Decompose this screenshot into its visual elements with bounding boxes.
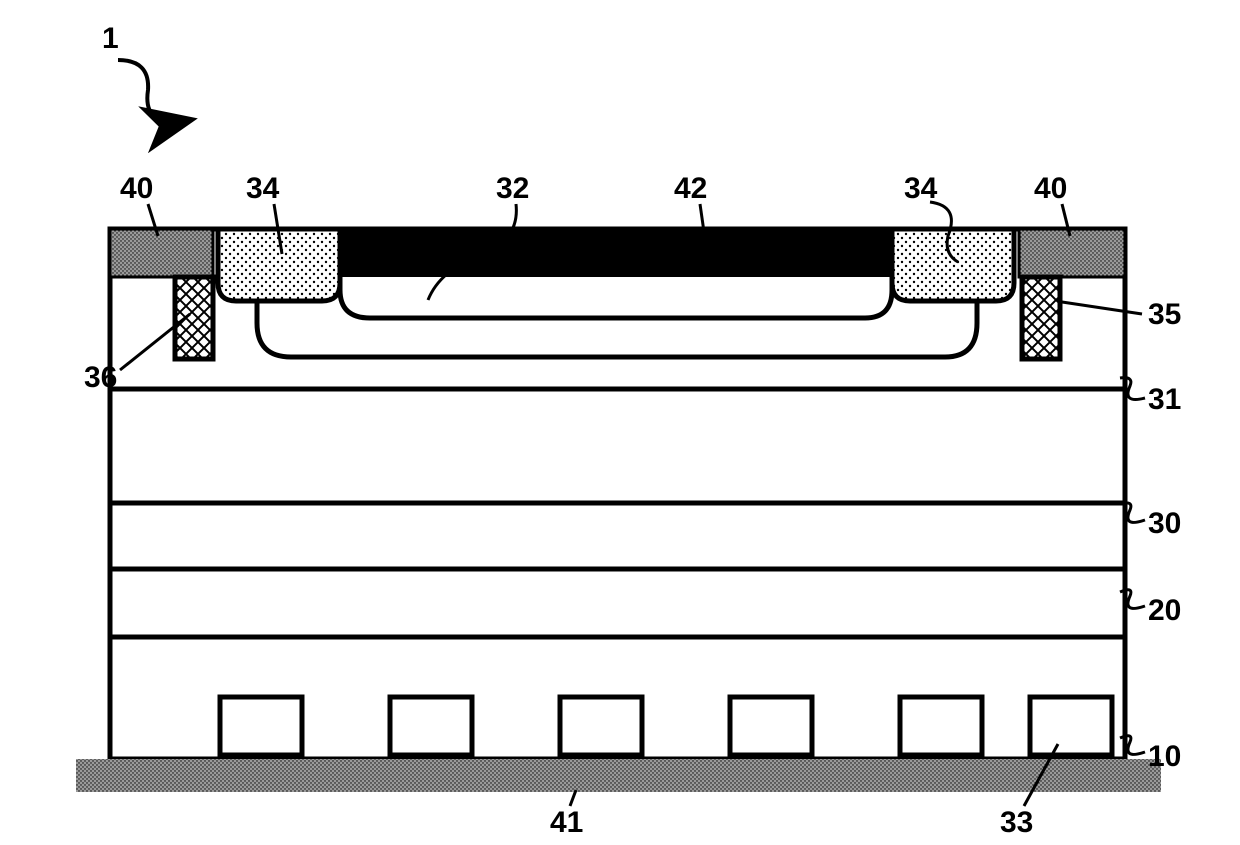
gate-42	[340, 229, 892, 277]
ref-30: 30	[1148, 507, 1181, 540]
ref-1-arrow	[118, 60, 190, 122]
ref-41: 41	[550, 806, 583, 839]
ref-10: 10	[1148, 740, 1181, 773]
ref-41-leader	[570, 790, 576, 806]
ref-31: 31	[1148, 383, 1181, 416]
ref-34-left: 34	[246, 172, 280, 205]
ref-33: 33	[1000, 806, 1033, 839]
ref-1: 1	[102, 22, 119, 55]
diagram-canvas: 1 40 34 32 42 34 40 35 36 31 30 20 10 41…	[0, 0, 1240, 845]
bottom-band-41	[76, 759, 1161, 792]
ref-40-right: 40	[1034, 172, 1067, 205]
ref-32: 32	[496, 172, 529, 205]
ref-34-right: 34	[904, 172, 938, 205]
contact-40-left	[110, 229, 213, 277]
plug-36-left	[175, 277, 213, 359]
ref-42: 42	[674, 172, 707, 205]
device-outline	[110, 229, 1125, 759]
plug-35-right	[1022, 277, 1060, 359]
ref-40-left: 40	[120, 172, 153, 205]
contact-40-right	[1019, 229, 1125, 277]
ref-35: 35	[1148, 298, 1181, 331]
ref-20: 20	[1148, 594, 1181, 627]
ref-36: 36	[84, 361, 117, 394]
region-34-right	[892, 229, 1014, 301]
